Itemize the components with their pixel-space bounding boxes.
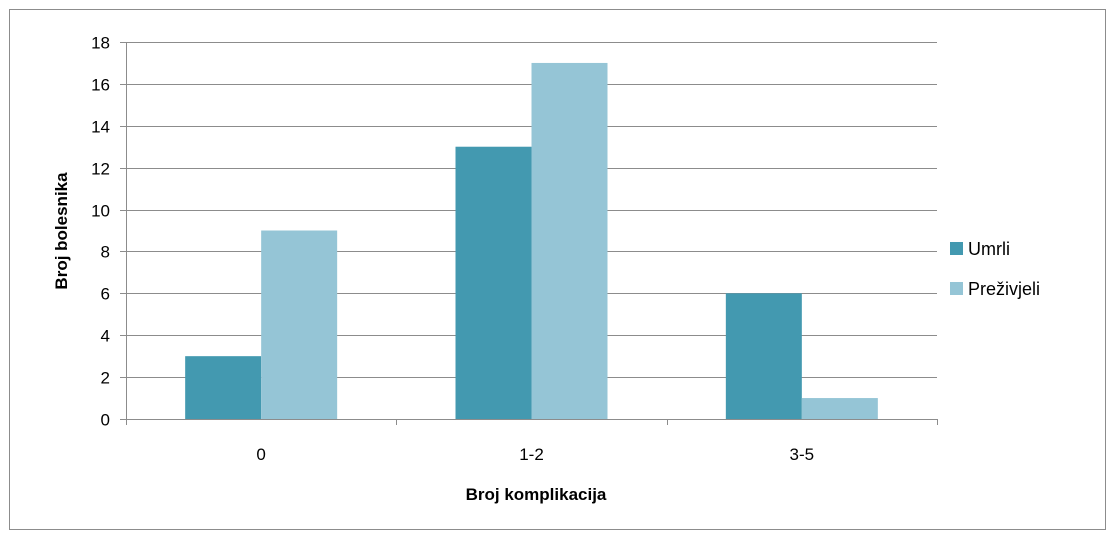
bar-pre-ivjeli-3-5 [801,398,878,419]
y-tick-label-4: 4 [101,327,110,346]
bars [185,62,878,419]
x-tick-label-3-5: 3-5 [790,445,815,464]
legend-label-umrli: Umrli [968,239,1010,259]
bar-pre-ivjeli-1-2 [531,62,608,419]
y-tick-label-8: 8 [101,243,110,262]
y-tick-label-16: 16 [91,76,110,95]
bar-umrli-1-2 [455,146,532,419]
x-axis-title: Broj komplikacija [466,485,607,504]
legend-label-pre-ivjeli: Preživjeli [968,279,1040,299]
bar-umrli-0 [185,356,262,419]
y-tick-label-18: 18 [91,34,110,53]
y-tick-label-10: 10 [91,202,110,221]
y-tick-label-6: 6 [101,285,110,304]
legend-swatch-pre-ivjeli [950,282,963,295]
x-tick-label-1-2: 1-2 [519,445,544,464]
legend: Umrli Preživjeli [950,239,1040,299]
y-tick-labels: 0 2 4 6 8 10 12 14 16 18 [91,34,110,430]
bar-pre-ivjeli-0 [261,230,338,419]
y-tick-label-12: 12 [91,160,110,179]
y-axis-title: Broj bolesnika [52,172,71,290]
legend-swatch-umrli [950,242,963,255]
y-tick-label-0: 0 [101,411,110,430]
x-tick-labels: 0 1-2 3-5 [256,445,814,464]
bar-umrli-3-5 [725,293,802,419]
axes [126,42,938,425]
x-tick-label-0: 0 [256,445,265,464]
y-tick-label-2: 2 [101,369,110,388]
y-tick-label-14: 14 [91,118,110,137]
